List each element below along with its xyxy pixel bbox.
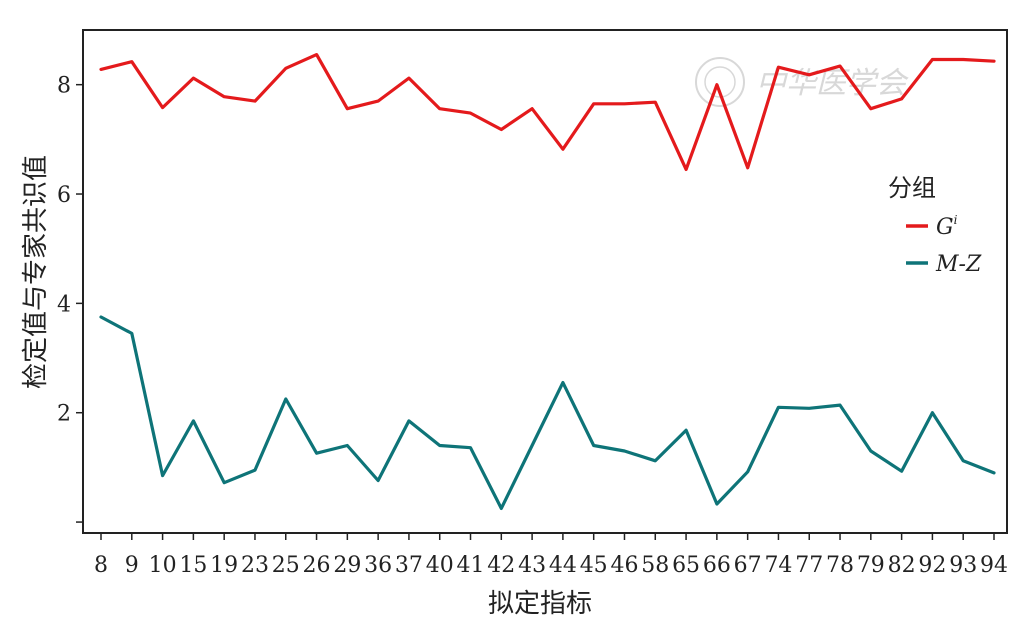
x-tick-label: 65	[672, 553, 700, 578]
x-tick-label: 43	[518, 553, 546, 578]
x-tick-label: 74	[764, 553, 792, 578]
y-tick-label: 6	[57, 183, 71, 208]
watermark: 中华医学会	[695, 57, 909, 107]
x-tick-label: 82	[888, 553, 916, 578]
x-tick-label: 94	[980, 553, 1008, 578]
series-line-0	[99, 52, 996, 171]
x-tick-label: 42	[487, 553, 515, 578]
x-tick-label: 92	[918, 553, 946, 578]
x-tick-label: 37	[395, 553, 423, 578]
watermark-seal-icon	[695, 57, 745, 107]
x-tick-label: 78	[826, 553, 854, 578]
x-tick-label: 29	[333, 553, 361, 578]
x-tick-label: 41	[457, 553, 485, 578]
y-tick-label: 2	[57, 402, 71, 427]
x-tick-label: 40	[426, 553, 454, 578]
x-tick-label: 15	[179, 553, 207, 578]
x-axis-title: 拟定指标	[488, 589, 592, 619]
x-tick-label: 67	[734, 553, 762, 578]
y-tick-label: 4	[57, 292, 71, 317]
y-tick-label: 8	[57, 74, 71, 99]
x-tick-label: 8	[94, 553, 108, 578]
y-axis-title: 检定值与专家共识值	[21, 155, 51, 389]
x-tick-label: 58	[641, 553, 669, 578]
legend-label-0: Gi	[936, 213, 958, 240]
x-tick-label: 23	[241, 553, 269, 578]
plot-frame	[82, 29, 1008, 534]
x-axis: 8 9 10 15 19 23 25 26 29 36 37 40 41 42 43 44 45 46 58 65 66…	[94, 533, 1008, 578]
legend: 分组 Gi M-Z	[888, 174, 982, 277]
legend-label-1: M-Z	[935, 252, 982, 277]
x-tick-label: 44	[549, 553, 577, 578]
x-tick-label: 66	[703, 553, 731, 578]
x-tick-label: 45	[580, 553, 608, 578]
watermark-text: 中华医学会	[756, 66, 909, 101]
series-line-1	[99, 315, 996, 510]
x-tick-label: 19	[210, 553, 238, 578]
x-tick-label: 36	[364, 553, 392, 578]
x-tick-label: 10	[149, 553, 177, 578]
x-tick-label: 9	[125, 553, 139, 578]
x-tick-label: 93	[949, 553, 977, 578]
x-tick-label: 26	[303, 553, 331, 578]
y-axis: 2 4 6 8	[57, 74, 83, 523]
x-tick-label: 77	[795, 553, 823, 578]
x-tick-label: 46	[610, 553, 638, 578]
x-tick-label: 79	[857, 553, 885, 578]
series-layer	[99, 52, 996, 510]
legend-label-superscript: i	[954, 213, 958, 227]
x-tick-label: 25	[272, 553, 300, 578]
legend-title: 分组	[888, 174, 936, 202]
